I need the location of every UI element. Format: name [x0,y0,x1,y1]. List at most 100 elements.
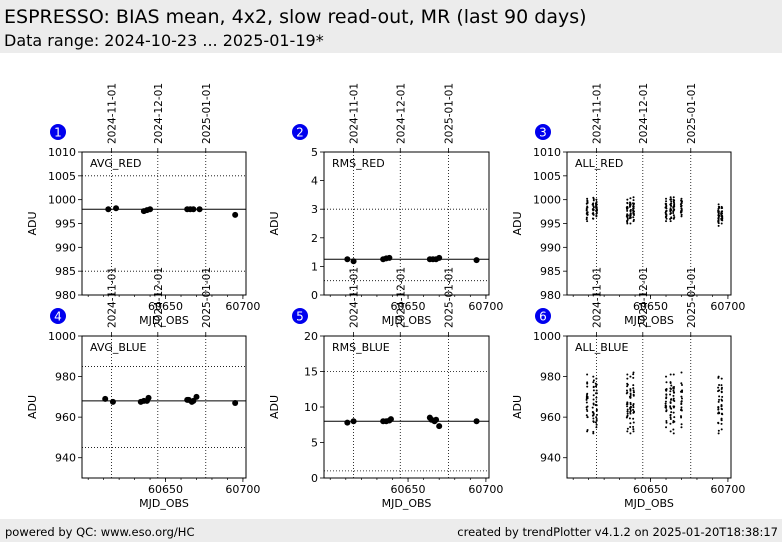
data-point [586,409,589,412]
data-point [232,211,239,218]
data-point [720,407,723,410]
data-point [586,205,589,208]
data-point [628,417,631,420]
y-tick-label: 990 [540,241,561,254]
plot-frame [81,335,247,479]
data-point [669,387,672,390]
panel-number-badge [535,308,551,324]
x-tick-label: 60650 [148,483,183,496]
data-point [669,422,672,425]
data-point [595,385,598,388]
data-point [665,426,668,429]
y-tick-label: 20 [304,330,318,343]
data-point [717,203,720,206]
data-point [595,396,598,399]
data-point [669,393,672,396]
data-point [585,207,588,210]
data-point [628,203,631,206]
data-point [717,421,720,424]
plot-frame [323,151,490,296]
date-tick-label: 2025-01-01 [444,83,456,144]
y-tick-label: 1010 [533,146,561,159]
data-point [669,207,672,210]
data-point [673,204,676,207]
data-point [632,196,635,199]
data-point [629,213,632,216]
data-point [594,202,597,205]
chart-panel-6: 2024-11-01 2024-12-01 2025-01-01 940 960 980 1… [511,267,745,510]
y-tick-label: 1000 [48,194,76,207]
data-point [626,198,629,201]
panel-label: ALL_BLUE [575,341,628,354]
date-tick-label: 2025-01-01 [686,267,698,328]
data-point [350,258,357,265]
x-axis-label: MJD_OBS [382,497,432,510]
y-tick-label: 5 [311,146,318,159]
data-point [586,395,589,398]
data-point [632,391,635,394]
data-point [632,430,635,433]
y-tick-label: 980 [55,371,76,384]
y-tick-label: 940 [55,452,76,465]
data-point [673,208,676,211]
data-point [625,389,628,392]
data-point [721,219,724,222]
data-point [720,428,723,431]
data-point [680,406,683,409]
y-tick-label: 985 [540,265,561,278]
data-point [629,408,632,411]
data-point [632,210,635,213]
y-axis-label: ADU [268,211,281,235]
data-point [664,404,667,407]
data-point [585,216,588,219]
data-point [595,423,598,426]
data-point [592,432,595,435]
data-point [591,212,594,215]
data-point [670,398,673,401]
data-point [680,382,683,385]
data-point [632,425,635,428]
y-tick-label: 1005 [533,170,561,183]
y-tick-label: 1000 [533,194,561,207]
data-point [626,430,629,433]
data-point [594,382,597,385]
x-tick-label: 60700 [225,300,260,313]
data-point [665,375,668,378]
data-point [673,216,676,219]
data-point [626,222,629,225]
data-point [433,416,440,423]
data-point [720,384,723,387]
data-point [672,411,675,414]
header-bar: ESPRESSO: BIAS mean, 4x2, slow read-out,… [0,0,782,53]
data-point [720,205,723,208]
data-point [147,206,154,213]
date-tick-label: 2024-12-01 [638,267,650,328]
data-point [720,377,723,380]
data-point [629,389,632,392]
y-tick-label: 2 [311,232,318,245]
data-point [665,381,668,384]
data-point [680,402,683,405]
data-point [626,205,629,208]
data-point [595,198,598,201]
y-tick-label: 15 [304,366,318,379]
data-point [680,197,683,200]
chart-panel-1: 2024-11-01 2024-12-01 2025-01-01 980 985 990 9… [26,83,260,327]
data-point [633,410,636,413]
data-point [632,220,635,223]
data-point [717,210,720,213]
chart-panel-5: 2024-11-01 2024-12-01 2025-01-010510152060… [268,267,503,510]
panel-number-label: 6 [539,310,547,324]
data-point [721,212,724,215]
data-point [680,371,683,374]
data-point [680,384,683,387]
data-point [102,395,109,402]
data-point [717,386,720,389]
date-tick-label: 2024-11-01 [349,267,361,328]
data-point [387,416,394,423]
data-point [632,393,635,396]
data-point [629,222,632,225]
data-point [670,198,673,201]
data-point [672,420,675,423]
data-point [717,400,720,403]
